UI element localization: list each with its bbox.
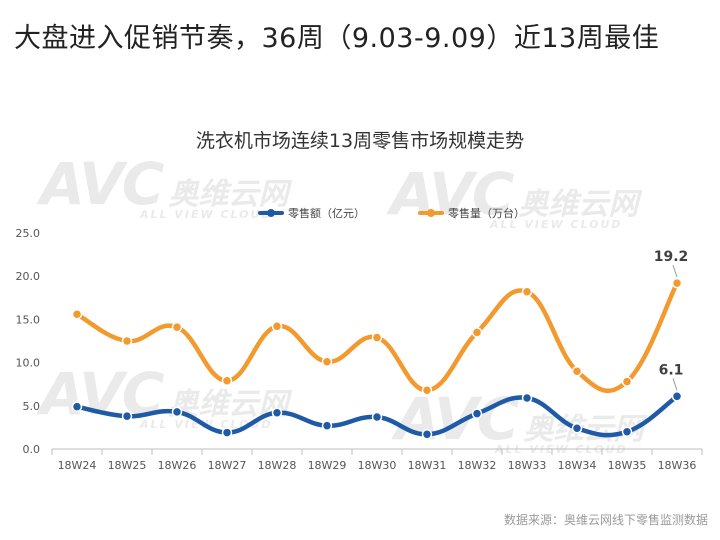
y-tick-label: 20.0	[16, 270, 41, 283]
data-point	[521, 392, 533, 404]
data-label-leader	[672, 378, 678, 391]
x-tick-label: 18W25	[108, 459, 147, 472]
x-tick-label: 18W28	[258, 459, 297, 472]
data-source-note: 数据来源：奥维云网线下零售监测数据	[503, 513, 708, 527]
data-point	[271, 407, 283, 418]
data-point	[71, 401, 83, 412]
legend-marker	[267, 209, 275, 217]
data-label: 6.1	[659, 362, 684, 378]
x-tick-label: 18W33	[508, 459, 547, 472]
data-point	[671, 277, 683, 289]
chart-title: 洗衣机市场连续13周零售市场规模走势	[195, 130, 525, 152]
data-point	[121, 410, 133, 422]
data-point	[371, 411, 383, 423]
y-tick-label: 5.0	[23, 400, 41, 413]
data-point	[71, 308, 83, 320]
data-label: 19.2	[654, 249, 689, 265]
data-point	[571, 423, 583, 434]
x-tick-label: 18W27	[208, 459, 247, 472]
data-point	[221, 375, 233, 386]
x-tick-label: 18W32	[458, 459, 497, 472]
y-tick-label: 25.0	[16, 227, 41, 240]
data-point	[171, 406, 183, 418]
data-point	[621, 426, 633, 437]
y-tick-label: 0.0	[23, 443, 41, 456]
x-tick-label: 18W35	[608, 459, 647, 472]
x-tick-label: 18W24	[58, 459, 97, 472]
data-point	[221, 427, 233, 438]
data-point	[621, 376, 633, 387]
legend-label: 零售量（万台）	[448, 206, 525, 220]
data-point	[321, 420, 333, 431]
x-tick-label: 18W31	[408, 459, 447, 472]
legend-item-1: 零售量（万台）	[418, 206, 525, 220]
data-point	[471, 408, 483, 419]
legend-marker	[427, 209, 435, 217]
data-point	[671, 391, 683, 402]
legend-item-0: 零售额（亿元）	[258, 206, 365, 220]
data-point	[271, 321, 283, 332]
data-point	[421, 429, 433, 440]
y-tick-label: 10.0	[16, 357, 41, 370]
data-label-leader	[672, 264, 678, 278]
x-tick-label: 18W30	[358, 459, 397, 472]
data-point	[121, 335, 133, 347]
data-point	[371, 332, 383, 343]
legend-label: 零售额（亿元）	[288, 206, 365, 220]
data-point	[421, 384, 433, 396]
data-point	[471, 327, 483, 338]
x-tick-label: 18W26	[158, 459, 197, 472]
data-point	[171, 321, 183, 333]
x-tick-label: 18W36	[658, 459, 697, 472]
x-tick-label: 18W34	[558, 459, 597, 472]
x-tick-label: 18W29	[308, 459, 347, 472]
data-point	[571, 365, 583, 377]
data-point	[321, 356, 333, 367]
data-point	[521, 286, 533, 298]
headline: 大盘进入促销节奏，36周（9.03-9.09）近13周最佳	[14, 23, 660, 54]
y-tick-label: 15.0	[16, 313, 41, 326]
